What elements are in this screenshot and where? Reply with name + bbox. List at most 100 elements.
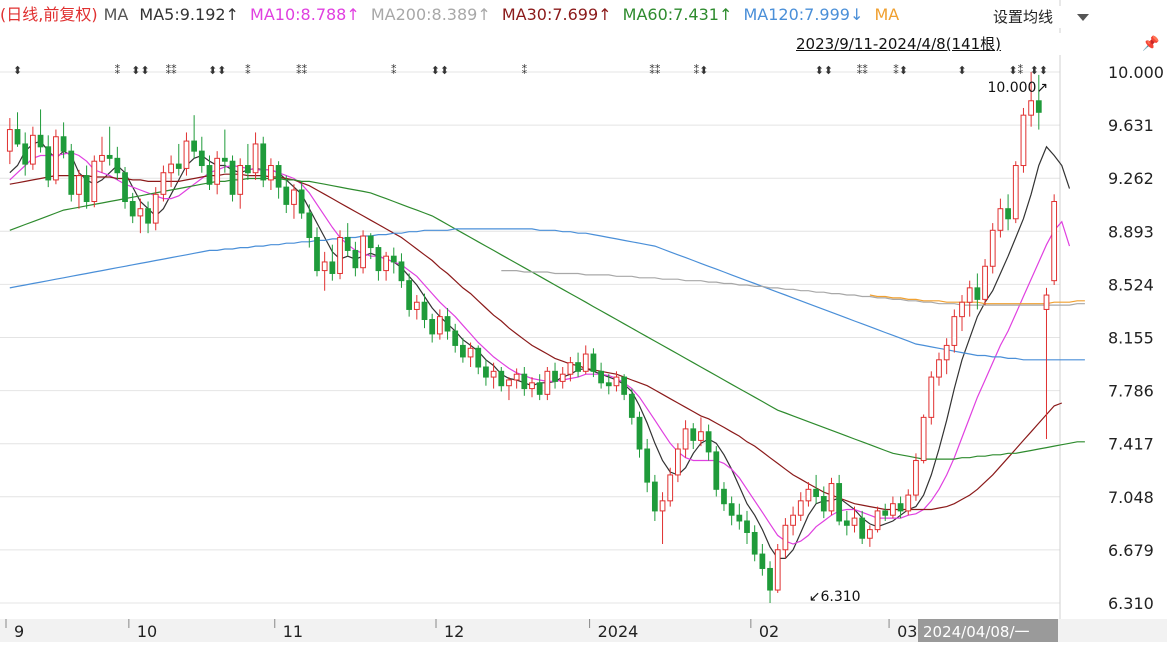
x-tick-label: 03: [897, 622, 917, 641]
candle: [498, 367, 505, 392]
candle: [145, 201, 151, 234]
candle-body-down: [859, 517, 866, 539]
candle-body-down: [621, 376, 628, 395]
candle-body-down: [283, 186, 290, 205]
candle: [843, 510, 850, 536]
candle-body-up: [959, 301, 965, 318]
candle: [1051, 194, 1058, 285]
candle: [513, 368, 520, 389]
pin-icon[interactable]: 📌: [1142, 36, 1160, 52]
candle-body-down: [744, 520, 750, 533]
event-marker-icon: ⬍: [13, 64, 22, 77]
candle: [890, 496, 896, 519]
candle: [114, 146, 121, 180]
candle: [989, 223, 996, 274]
candle: [406, 273, 413, 317]
event-marker-icon: ⁑: [245, 64, 251, 77]
candle-body-up: [160, 172, 167, 195]
y-tick-label: 7.786: [1108, 382, 1154, 401]
candle-body-up: [1051, 201, 1058, 282]
candle: [268, 158, 274, 190]
ma-legend: (日线,前复权) MA MA5:9.192↑ MA10:8.788↑ MA200:…: [0, 4, 905, 26]
candle: [152, 187, 159, 231]
ma-line-ma120: [9, 228, 1085, 361]
candle: [99, 136, 105, 173]
candle-body-up: [360, 235, 366, 269]
candle-body-down: [820, 496, 827, 512]
candle: [122, 166, 128, 209]
candle-body-up: [513, 373, 520, 381]
event-marker-icon: ⁑⁑: [857, 64, 869, 77]
candle: [37, 109, 44, 153]
candle-body-up: [490, 370, 497, 378]
candle-body-up: [291, 189, 297, 205]
y-tick-label: 6.679: [1108, 541, 1154, 560]
period-label[interactable]: (日线,前复权): [0, 5, 98, 24]
candle: [160, 165, 167, 202]
candle: [974, 273, 981, 310]
candle: [183, 132, 190, 176]
candle-body-up: [559, 373, 566, 382]
ma250-label-truncated: MA: [874, 5, 900, 24]
candle-body-down: [843, 520, 850, 526]
candle-body-up: [529, 382, 535, 390]
candle: [682, 420, 689, 458]
candle-body-down: [721, 488, 727, 505]
candle-body-up: [29, 134, 36, 165]
candle-body-down: [713, 451, 720, 490]
candle: [651, 474, 658, 521]
candle-body-up: [321, 261, 328, 272]
candle: [429, 313, 436, 343]
ma-line-ma10: [9, 151, 1071, 545]
ma-line-ma30: [9, 173, 1063, 511]
candle: [467, 342, 474, 367]
candle-body-down: [552, 370, 558, 382]
x-tick-label: 12: [444, 622, 464, 641]
candle-body-up: [928, 376, 935, 418]
candle-body-up: [920, 416, 927, 462]
candle: [859, 510, 866, 544]
candle: [83, 165, 90, 209]
candle-body-down: [198, 150, 205, 167]
ma-settings-dropdown[interactable]: 设置均线: [951, 6, 1167, 28]
candle: [344, 223, 351, 257]
candle-body-up: [851, 517, 858, 526]
event-marker-icon: ⬍⬍: [131, 64, 149, 77]
candle: [436, 309, 443, 340]
candle-body-down: [245, 165, 251, 174]
date-range-label[interactable]: 2023/9/11-2024/4/8(141根): [796, 35, 1002, 53]
candle-body-up: [252, 143, 259, 174]
candle: [767, 561, 773, 603]
candle: [106, 126, 113, 166]
candle-body-down: [751, 531, 758, 555]
candle: [221, 129, 228, 173]
candle-body-down: [129, 201, 136, 217]
candle-body-up: [667, 474, 674, 502]
candle-body-up: [682, 428, 689, 450]
candle-body-down: [575, 362, 581, 372]
candle: [797, 492, 804, 521]
candle: [997, 198, 1004, 238]
candle-body-down: [636, 416, 643, 450]
candle: [613, 371, 620, 392]
candle-body-up: [797, 500, 804, 516]
candle-body-down: [628, 393, 635, 418]
candle-body-up: [989, 229, 996, 267]
candle: [129, 192, 136, 224]
candle: [851, 506, 858, 533]
candle: [6, 118, 13, 165]
y-tick-label: 10.000: [1108, 63, 1164, 82]
candle-body-down: [736, 514, 743, 522]
candle: [452, 323, 459, 353]
candle: [590, 348, 597, 378]
ma200-label: MA200:8.389↑: [370, 5, 491, 24]
candle-body-down: [651, 481, 658, 512]
ma30-label: MA30:7.699↑: [501, 5, 612, 24]
candle-body-up: [659, 500, 666, 512]
candle: [920, 414, 927, 464]
date-axis-bar: [0, 619, 1167, 642]
candle-body-down: [483, 366, 489, 378]
candle: [721, 482, 727, 511]
candle-body-up: [790, 514, 796, 526]
